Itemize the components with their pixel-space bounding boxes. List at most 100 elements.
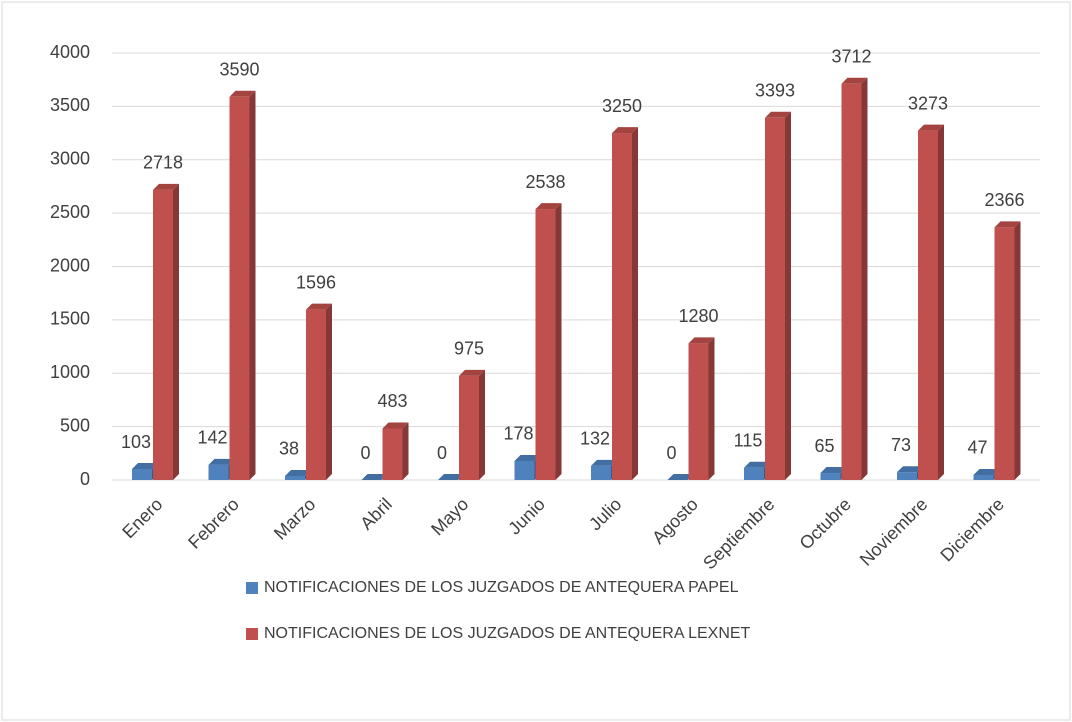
bar-side: [249, 90, 256, 480]
bar-top: [459, 369, 485, 376]
bar-top: [591, 459, 617, 466]
bar-front: [459, 375, 479, 480]
bar-front: [994, 227, 1015, 480]
bar-top: [361, 474, 388, 480]
value-label: 3590: [219, 60, 259, 80]
bar-top: [765, 111, 791, 118]
bar: [688, 337, 715, 480]
bar-side: [938, 124, 944, 481]
bar-side: [708, 337, 715, 480]
bar-front: [514, 460, 535, 480]
bar: [382, 422, 409, 480]
bar-front: [285, 475, 305, 480]
legend-swatch: [246, 582, 258, 594]
bar-front: [153, 189, 173, 480]
bar-front: [208, 464, 229, 480]
bar-top: [535, 203, 562, 210]
y-tick-label: 1500: [50, 309, 90, 329]
bar-top: [612, 127, 638, 134]
value-label: 103: [121, 432, 151, 452]
value-label: 2718: [143, 153, 183, 173]
value-label: 0: [360, 443, 370, 463]
bar-front: [744, 467, 764, 480]
bar: [306, 303, 332, 480]
bar: [994, 221, 1021, 480]
bar-top: [820, 467, 847, 474]
bar-top: [153, 183, 179, 190]
bar-front: [897, 472, 917, 480]
bar-front: [973, 474, 994, 480]
bar-front: [820, 473, 841, 480]
value-label: 142: [197, 428, 227, 448]
bar: [229, 90, 256, 480]
bar: [841, 77, 868, 480]
bar-top: [514, 454, 541, 461]
bar-side: [1014, 221, 1021, 480]
bar-top: [438, 474, 464, 480]
bar-top: [208, 458, 235, 465]
bar-front: [229, 96, 250, 480]
y-tick-label: 2500: [50, 202, 90, 222]
bar-side: [632, 127, 638, 480]
bar: [153, 183, 179, 480]
y-tick-label: 3500: [50, 95, 90, 115]
bar: [667, 474, 694, 480]
value-label: 38: [279, 439, 299, 459]
bar-top: [897, 466, 923, 473]
bar-side: [479, 369, 485, 480]
value-label: 3712: [831, 46, 871, 66]
bar-side: [402, 422, 409, 480]
bar-front: [841, 83, 862, 480]
bar-top: [306, 303, 332, 310]
bar-side: [785, 111, 791, 481]
bar: [918, 124, 944, 481]
bar: [459, 369, 485, 480]
value-label: 483: [377, 391, 407, 411]
y-tick-label: 3000: [50, 149, 90, 169]
bar-top: [667, 474, 694, 480]
bar: [612, 127, 638, 480]
bar-top: [994, 221, 1021, 228]
value-label: 1596: [296, 272, 336, 292]
value-label: 975: [454, 339, 484, 359]
legend-label: NOTIFICACIONES DE LOS JUZGADOS DE ANTEQU…: [264, 579, 739, 596]
bar-top: [688, 337, 715, 344]
y-tick-label: 4000: [50, 42, 90, 62]
bar: [361, 474, 388, 480]
legend-swatch: [246, 628, 258, 640]
y-tick-label: 500: [60, 415, 90, 435]
bar-top: [744, 461, 770, 468]
bar-top: [229, 90, 256, 97]
bar-front: [382, 428, 403, 480]
bar-top: [132, 463, 158, 470]
y-tick-label: 2000: [50, 255, 90, 275]
value-label: 3273: [908, 93, 948, 113]
value-label: 115: [734, 430, 763, 450]
bar-front: [765, 117, 785, 481]
value-label: 132: [580, 429, 610, 449]
value-label: 3250: [602, 96, 642, 116]
value-label: 73: [891, 435, 911, 455]
value-label: 47: [967, 438, 987, 458]
bar: [765, 111, 791, 481]
value-label: 0: [437, 443, 447, 463]
y-tick-label: 1000: [50, 362, 90, 382]
bar-front: [591, 465, 611, 480]
bar-side: [326, 303, 332, 480]
value-label: 65: [814, 436, 834, 456]
bar-top: [973, 468, 1000, 475]
bar-side: [861, 77, 868, 480]
bar-top: [918, 124, 944, 131]
bar-top: [382, 422, 409, 429]
bar-front: [688, 343, 709, 480]
bar: [438, 474, 464, 480]
legend-label: NOTIFICACIONES DE LOS JUZGADOS DE ANTEQU…: [264, 625, 751, 642]
bar-front: [132, 469, 152, 480]
value-label: 178: [503, 424, 533, 444]
y-tick-label: 0: [80, 469, 90, 489]
bar-front: [535, 209, 556, 481]
value-label: 2366: [984, 190, 1024, 210]
bar-top: [285, 469, 311, 476]
